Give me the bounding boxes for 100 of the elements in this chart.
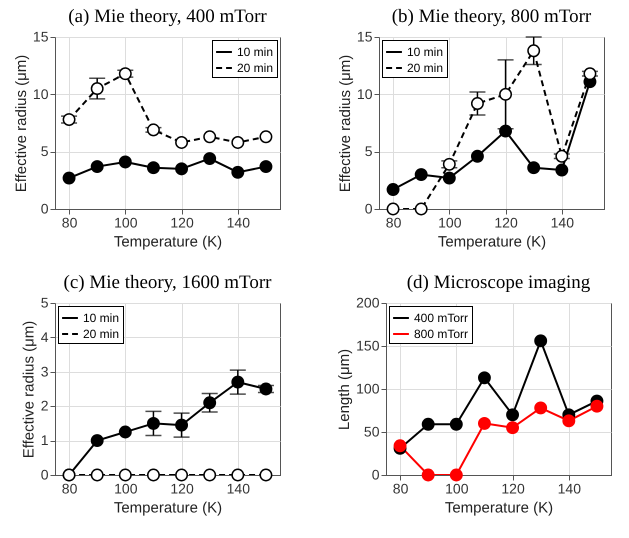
point (478, 371, 491, 384)
x-tick-label: 120 (170, 480, 194, 496)
x-tick-label: 140 (226, 480, 250, 496)
point (386, 202, 400, 216)
y-tick-label: 15 (32, 28, 49, 44)
legend-label: 800 mTorr (414, 327, 468, 341)
legend-label: 400 mTorr (414, 311, 468, 325)
y-tick-label: 50 (364, 424, 380, 440)
point (442, 172, 456, 184)
x-tick-label: 140 (550, 214, 574, 230)
point (534, 334, 548, 348)
y-tick-label: 150 (356, 338, 380, 354)
point (534, 401, 548, 414)
x-tick-label: 140 (226, 214, 250, 230)
legend-label: 10 min (237, 45, 274, 59)
y-tick-label: 0 (40, 200, 49, 216)
point (203, 152, 216, 165)
chart-title: (a) Mie theory, 400 mTorr (68, 6, 268, 27)
point (146, 161, 160, 174)
y-tick-label: 2 (40, 398, 49, 414)
y-tick-label: 5 (40, 143, 49, 160)
point (506, 421, 520, 434)
x-tick-label: 100 (438, 214, 462, 230)
point (231, 376, 244, 389)
legend-label: 20 min (83, 327, 120, 341)
point (203, 130, 216, 144)
point (506, 408, 520, 422)
point (175, 418, 188, 432)
y-tick-label: 0 (372, 466, 380, 482)
y-axis-title: Effective radius (μm) (12, 54, 30, 192)
legend-label: 20 min (407, 61, 444, 75)
chart-title: (d) Microscope imaging (406, 272, 591, 293)
point (90, 434, 104, 448)
x-tick-label: 120 (501, 480, 525, 496)
x-tick-label: 80 (392, 480, 409, 496)
point (118, 426, 132, 438)
point (478, 416, 491, 430)
point (555, 164, 568, 176)
point (175, 136, 188, 149)
y-axis-title: Effective radius (μm) (336, 54, 354, 192)
point (259, 382, 272, 396)
legend-label: 10 min (83, 311, 120, 325)
point (203, 468, 216, 482)
y-tick-label: 0 (40, 466, 49, 482)
point (583, 67, 596, 80)
point (231, 136, 244, 149)
x-axis-title: Temperature (K) (114, 500, 222, 516)
y-axis-title: Effective radius (μm) (20, 320, 38, 458)
y-tick-label: 1 (40, 432, 49, 448)
chart-title: (b) Mie theory, 800 mTorr (392, 6, 592, 27)
x-tick-label: 80 (62, 480, 78, 496)
y-tick-label: 3 (40, 363, 49, 380)
y-axis-title: Length (μm) (336, 348, 354, 430)
point (590, 400, 604, 413)
y-tick-label: 5 (40, 294, 49, 310)
point (414, 168, 428, 182)
point (231, 166, 244, 179)
y-tick-label: 200 (356, 294, 380, 310)
point (118, 156, 132, 168)
point (422, 418, 435, 431)
x-tick-label: 100 (445, 480, 469, 496)
point (470, 97, 484, 110)
point (527, 161, 540, 174)
point (450, 418, 463, 431)
point (62, 172, 76, 184)
point (499, 124, 512, 138)
x-tick-label: 80 (386, 214, 402, 230)
x-tick-label: 120 (170, 214, 194, 230)
point (386, 183, 400, 196)
y-tick-label: 5 (364, 143, 373, 160)
y-tick-label: 100 (356, 380, 380, 396)
point (259, 130, 272, 144)
x-tick-label: 100 (114, 214, 138, 230)
point (470, 150, 484, 163)
point (175, 162, 188, 176)
point (394, 439, 407, 452)
point (146, 123, 160, 136)
chart-title: (c) Mie theory, 1600 mTorr (64, 272, 272, 293)
point (90, 160, 104, 174)
point (203, 396, 216, 410)
legend-label: 10 min (407, 45, 444, 59)
point (231, 468, 244, 482)
x-tick-label: 120 (494, 214, 518, 230)
x-tick-label: 80 (62, 214, 78, 230)
point (555, 150, 568, 163)
point (90, 468, 104, 482)
x-axis-title: Temperature (K) (438, 234, 546, 250)
point (146, 468, 160, 482)
point (527, 44, 540, 58)
y-tick-label: 0 (364, 200, 373, 216)
point (118, 67, 132, 80)
y-tick-label: 15 (356, 28, 373, 44)
point (450, 468, 463, 482)
point (422, 468, 435, 482)
point (146, 416, 160, 430)
x-axis-title: Temperature (K) (444, 500, 554, 516)
point (90, 82, 104, 96)
x-tick-label: 100 (114, 480, 138, 496)
point (118, 468, 132, 482)
legend-label: 20 min (237, 61, 274, 75)
